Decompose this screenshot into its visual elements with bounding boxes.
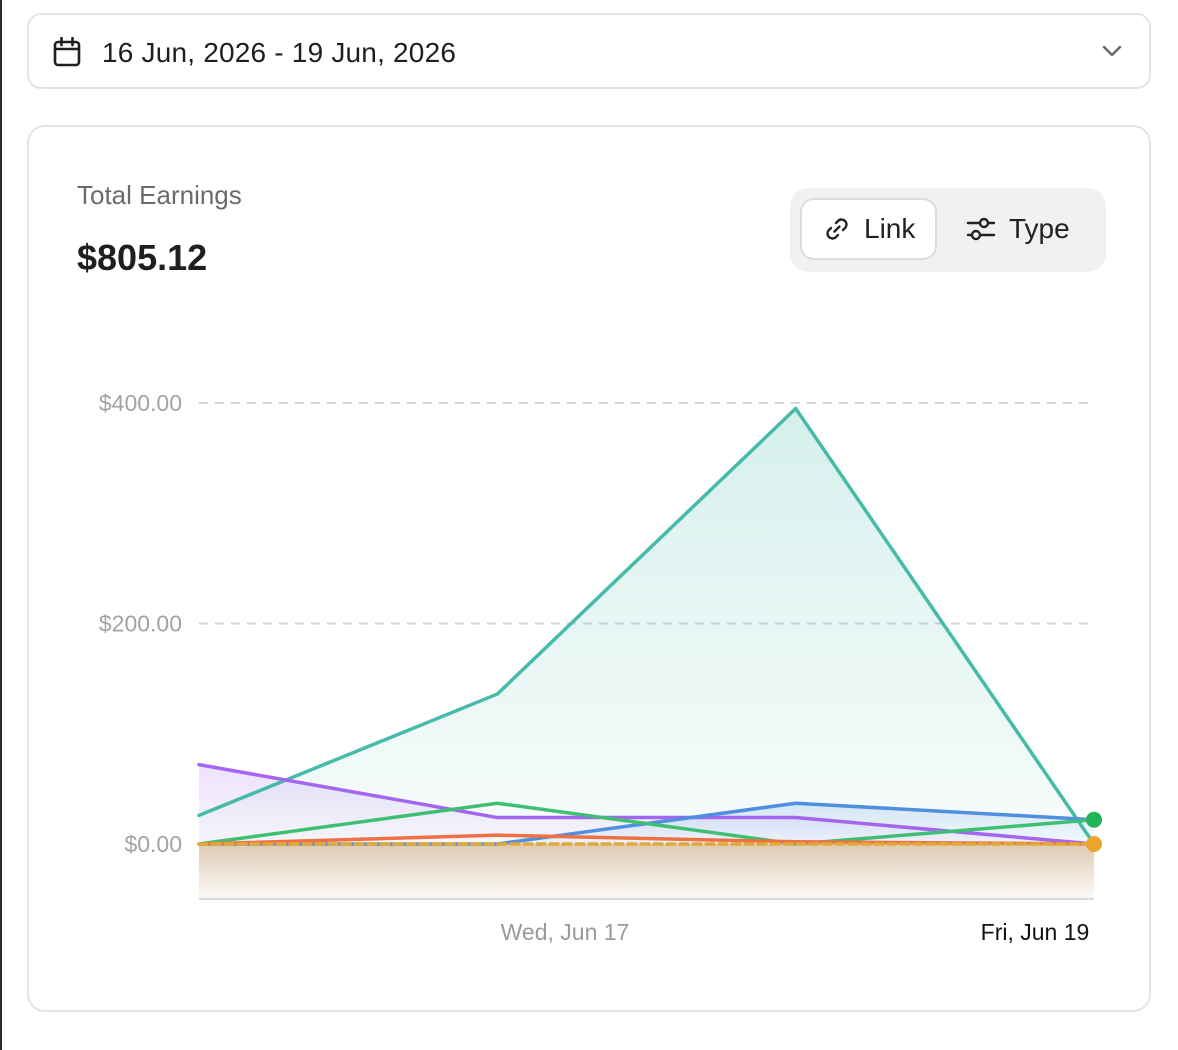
y-tick-label: $0.00	[124, 831, 182, 857]
y-tick-label: $400.00	[99, 390, 182, 416]
series-end-point	[1086, 812, 1102, 828]
series-area	[199, 409, 1094, 844]
series-end-point	[1086, 836, 1102, 852]
y-tick-label: $200.00	[99, 611, 182, 637]
x-tick-label: Fri, Jun 19	[981, 919, 1090, 945]
series-area	[199, 844, 1094, 899]
x-tick-label: Wed, Jun 17	[501, 919, 630, 945]
